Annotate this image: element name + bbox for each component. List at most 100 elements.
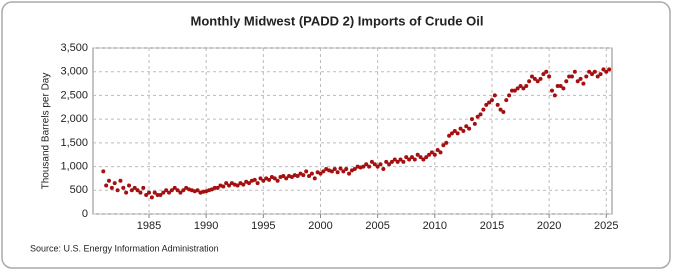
point bbox=[127, 183, 132, 188]
point bbox=[598, 72, 603, 77]
point bbox=[421, 157, 426, 162]
point bbox=[458, 126, 463, 131]
point bbox=[538, 76, 543, 81]
point bbox=[452, 129, 457, 133]
point bbox=[509, 88, 514, 93]
point bbox=[584, 74, 589, 79]
point bbox=[107, 178, 112, 183]
point bbox=[275, 178, 280, 183]
point bbox=[569, 74, 574, 79]
point bbox=[318, 171, 323, 176]
point bbox=[164, 188, 169, 193]
point bbox=[161, 190, 166, 195]
y-tick-label: 3,000 bbox=[60, 66, 88, 78]
point bbox=[395, 159, 400, 164]
point bbox=[295, 174, 300, 179]
point bbox=[429, 150, 434, 155]
y-tick-label: 1,000 bbox=[60, 160, 88, 172]
point bbox=[401, 159, 406, 164]
point bbox=[592, 69, 597, 74]
point bbox=[329, 169, 334, 174]
point bbox=[549, 88, 554, 93]
point bbox=[489, 98, 494, 103]
point bbox=[141, 185, 146, 190]
point bbox=[392, 157, 397, 162]
point bbox=[284, 176, 289, 181]
point bbox=[558, 83, 563, 88]
point bbox=[415, 152, 420, 157]
point bbox=[109, 185, 114, 190]
point bbox=[289, 175, 294, 180]
point bbox=[552, 93, 557, 98]
point bbox=[352, 166, 357, 171]
point bbox=[464, 124, 469, 129]
point bbox=[369, 159, 374, 164]
point bbox=[475, 114, 480, 119]
point bbox=[398, 157, 403, 162]
point bbox=[607, 67, 612, 72]
point bbox=[435, 147, 440, 152]
point bbox=[338, 166, 343, 171]
point bbox=[432, 152, 437, 157]
point bbox=[492, 93, 497, 98]
point bbox=[518, 83, 523, 88]
point bbox=[115, 188, 120, 193]
x-tick-label: 2020 bbox=[537, 220, 561, 232]
point bbox=[387, 162, 392, 167]
point bbox=[195, 188, 200, 193]
point bbox=[481, 107, 486, 112]
point bbox=[524, 83, 529, 88]
point bbox=[532, 76, 537, 81]
point bbox=[575, 79, 580, 84]
point bbox=[312, 176, 317, 181]
point bbox=[487, 100, 492, 105]
point bbox=[261, 178, 266, 183]
x-tick-label: 1990 bbox=[194, 220, 218, 232]
point bbox=[515, 86, 520, 91]
point bbox=[129, 188, 134, 193]
point bbox=[255, 181, 260, 186]
y-tick-label: 1,500 bbox=[60, 137, 88, 149]
point bbox=[375, 164, 380, 169]
y-axis-label: Thousand Barrels per Day bbox=[41, 73, 52, 190]
point bbox=[587, 69, 592, 74]
point bbox=[407, 157, 412, 162]
point bbox=[601, 67, 606, 72]
point bbox=[438, 150, 443, 155]
point bbox=[501, 110, 506, 115]
point bbox=[547, 74, 552, 79]
point bbox=[364, 162, 369, 167]
point bbox=[418, 155, 423, 160]
point bbox=[381, 166, 386, 171]
y-tick-label: 0 bbox=[82, 208, 88, 220]
point bbox=[158, 193, 163, 198]
point bbox=[344, 166, 349, 171]
point bbox=[455, 131, 460, 136]
x-tick-label: 1995 bbox=[251, 220, 275, 232]
point bbox=[307, 174, 312, 179]
point bbox=[578, 76, 583, 81]
point bbox=[175, 188, 180, 193]
point bbox=[121, 185, 126, 190]
point bbox=[544, 69, 549, 74]
point bbox=[332, 166, 337, 171]
point bbox=[258, 176, 263, 181]
point bbox=[567, 74, 572, 79]
point bbox=[444, 140, 449, 145]
point bbox=[535, 79, 540, 84]
point bbox=[478, 112, 483, 117]
x-tick-label: 2000 bbox=[308, 220, 332, 232]
point bbox=[241, 182, 246, 187]
point bbox=[272, 176, 277, 181]
point bbox=[424, 155, 429, 160]
y-tick-label: 2,000 bbox=[60, 113, 88, 125]
y-tick-label: 2,500 bbox=[60, 89, 88, 101]
frame bbox=[1, 1, 671, 269]
point bbox=[561, 86, 566, 91]
point bbox=[427, 152, 432, 157]
point bbox=[449, 131, 454, 136]
point bbox=[467, 126, 472, 131]
point bbox=[384, 159, 389, 164]
point bbox=[149, 195, 154, 200]
point bbox=[441, 143, 446, 148]
